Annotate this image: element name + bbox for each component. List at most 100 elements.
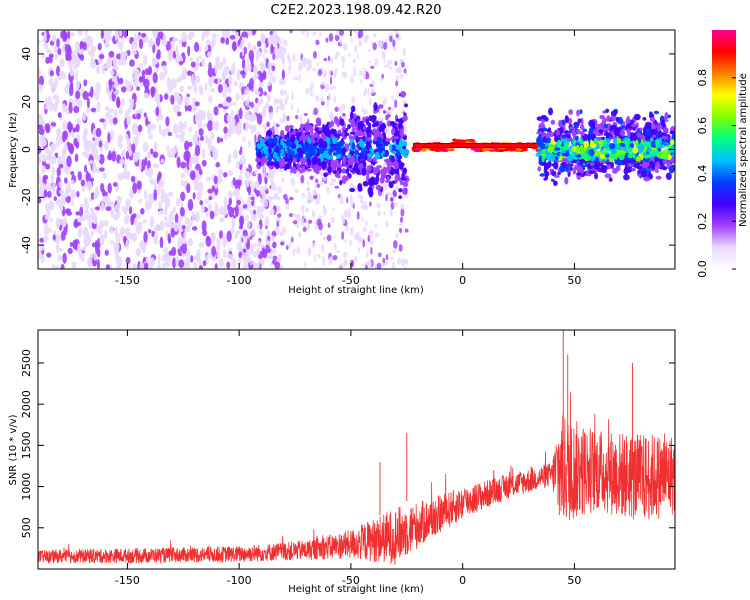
spectrogram-cell — [208, 76, 213, 88]
spectrogram-cell — [39, 135, 45, 147]
spectrogram-cell — [244, 120, 249, 132]
spectrogram-cell — [62, 120, 68, 131]
spectrogram-cell — [138, 38, 144, 50]
spectrogram-cell — [136, 213, 141, 220]
spectrogram-cell — [116, 195, 122, 206]
spectrogram-cell — [643, 176, 651, 182]
spectrogram-cell — [338, 140, 344, 147]
spectrogram-cell — [637, 170, 642, 174]
spectrogram-cell — [160, 158, 165, 164]
spectrogram-cell — [174, 134, 181, 139]
spectrogram-cell — [553, 162, 559, 170]
spectrogram-cell — [255, 88, 258, 93]
spectrogram-cell — [393, 202, 399, 207]
spectrogram-cell — [40, 242, 45, 251]
spectrogram-cell — [119, 143, 123, 149]
spectrogram-cell — [116, 264, 122, 269]
spectrogram-cell — [627, 153, 634, 159]
spectrogram-cell — [210, 231, 216, 241]
spectrogram-cell — [199, 86, 204, 96]
spectrogram-cell — [241, 93, 244, 102]
spectrogram-cell — [349, 131, 356, 135]
spectrogram-cell — [139, 62, 144, 69]
spectrogram-cell — [251, 44, 257, 52]
spectrogram-cell — [113, 109, 118, 117]
spectrogram-cell — [555, 129, 561, 136]
spectrogram-cell — [365, 171, 370, 176]
spectrogram-cell — [365, 250, 369, 259]
spectrogram-cell — [123, 30, 128, 39]
spectrogram-cell — [390, 107, 395, 112]
spectrogram-cell — [276, 220, 280, 228]
spectrogram-cell — [342, 62, 345, 69]
spectrogram-cell — [119, 174, 124, 181]
spectrogram-cell — [257, 224, 261, 229]
spectrogram-cell — [50, 122, 57, 127]
spectrogram-cell — [290, 102, 293, 111]
spectrogram-cell — [332, 85, 336, 90]
spectrogram-cell — [358, 138, 364, 148]
spectrogram-cell — [130, 100, 134, 109]
spectrogram-cell — [227, 128, 232, 138]
spectrogram-cell — [336, 249, 340, 254]
spectrogram-cell — [194, 101, 200, 107]
spectrogram-cell — [135, 225, 142, 235]
y-tick-label: 2500 — [20, 349, 33, 377]
spectrogram-cell — [207, 66, 214, 78]
spectrogram-cell — [342, 56, 346, 63]
spectrogram-cell — [125, 256, 131, 264]
spectrogram-cell — [267, 235, 271, 242]
spectrogram-cell — [398, 164, 403, 170]
spectrogram-cell — [554, 136, 558, 142]
spectrogram-cell — [544, 117, 549, 122]
spectrogram-cell — [158, 94, 163, 103]
spectrogram-cell — [366, 156, 373, 162]
spectrogram-cell — [362, 201, 368, 209]
spectrogram-cell — [122, 227, 126, 234]
spectrogram-cell — [345, 175, 350, 181]
spectrogram-cell — [311, 157, 317, 165]
spectrogram-cell — [312, 189, 318, 196]
spectrogram-cell — [227, 157, 231, 164]
spectrogram-cell — [65, 195, 71, 204]
spectrogram-cell — [96, 247, 101, 258]
spectrogram-cell — [402, 47, 406, 57]
spectrogram-cell — [290, 134, 296, 143]
spectrogram-cell — [82, 111, 87, 122]
y-tick-label: 20 — [20, 95, 33, 109]
spectrogram-cell — [194, 111, 199, 124]
spectrogram-cell — [339, 179, 343, 186]
spectrogram-cell — [204, 198, 209, 205]
spectrogram-cell — [153, 141, 158, 152]
spectrogram-cell — [79, 40, 84, 50]
spectrogram-cell — [161, 129, 167, 137]
spectrogram-cell — [117, 134, 124, 142]
spectrogram-cell — [651, 163, 657, 168]
spectrogram-cell — [626, 168, 632, 173]
spectrogram-cell — [376, 202, 381, 209]
spectrogram-cell — [254, 125, 257, 130]
spectrogram-cell — [367, 153, 372, 157]
spectrogram-cell — [305, 207, 310, 213]
spectrogram-cell — [83, 79, 88, 87]
spectrogram-cell — [44, 97, 49, 104]
spectrogram-cell — [579, 144, 584, 151]
spectrogram-cell — [372, 115, 377, 120]
spectrogram-cell — [307, 181, 310, 186]
spectrogram-cell — [167, 49, 174, 58]
spectrogram-cell — [57, 156, 62, 166]
spectrogram-cell — [244, 67, 249, 73]
spectrogram-cell — [399, 223, 404, 227]
spectrogram-cell — [255, 57, 258, 63]
spectrogram-cell — [258, 49, 261, 54]
spectrogram-cell — [71, 99, 75, 109]
spectrogram-cell — [478, 148, 483, 152]
spectrogram-cell — [234, 232, 238, 240]
spectrogram-cell — [44, 123, 51, 131]
spectrogram-cell — [257, 213, 264, 220]
spectrogram-cell — [239, 158, 243, 165]
spectrogram-cell — [49, 70, 54, 77]
spectrogram-cell — [332, 255, 338, 261]
spectrogram-cell — [168, 211, 175, 224]
spectrogram-cell — [291, 150, 295, 158]
